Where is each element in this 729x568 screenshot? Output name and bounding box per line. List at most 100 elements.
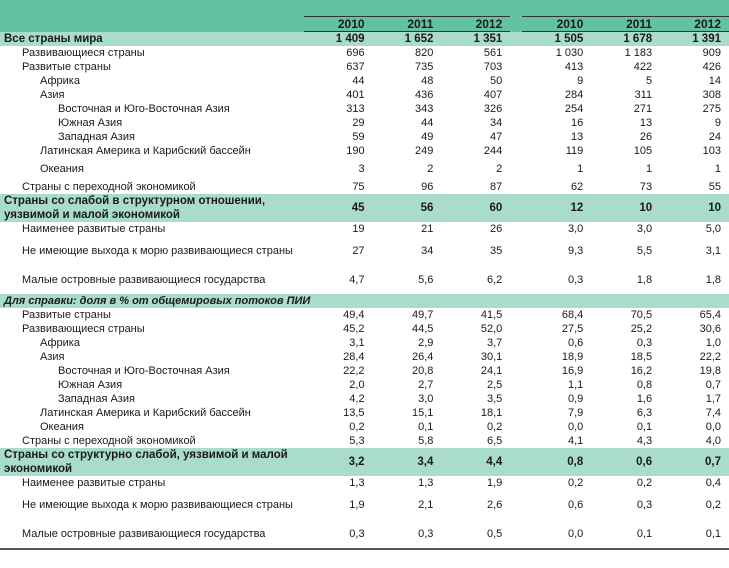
row-label: Африка [40,337,80,349]
table-row: Страны с переходной экономикой 5,3 5,8 6,5 4… [0,434,729,448]
row-label: Латинская Америка и Карибский бассейн [40,407,251,419]
year-header: 2010 [303,16,373,32]
row-label: Развитые страны [22,61,111,73]
cell-value: 1 351 [441,31,511,46]
table-row: Азия 401 436 407 284 311 308 [0,88,729,102]
row-label: Западная Азия [58,131,135,143]
cell-value: 3,5 [486,393,503,405]
cell-value: 275 [702,103,721,115]
cell-value: 820 [415,47,434,59]
row-label: Страны со структурно слабой, уязвимой и … [0,448,304,476]
cell-value: 52,0 [480,323,503,335]
cell-value: 0,2 [486,421,503,433]
cell-value: 0,3 [372,519,442,550]
cell-value: 105 [633,145,653,157]
cell-value: 87 [490,181,503,193]
cell-value: 422 [633,61,653,73]
cell-value: 34 [421,244,434,257]
cell-value: 0,1 [418,421,434,433]
cell-value: 1 678 [591,31,661,46]
cell-value: 48 [421,75,434,87]
cell-value: 1,8 [705,273,721,286]
cell-value: 26 [639,131,653,143]
cell-value: 5,5 [636,244,653,257]
cell-value: 14 [708,75,721,87]
cell-value: 3,4 [372,448,442,476]
cell-value: 18,1 [480,407,503,419]
cell-value: 5,8 [418,435,434,447]
row-label: Страны с переходной экономикой [22,181,196,193]
cell-value: 16,9 [561,365,584,377]
cell-value: 0,2 [636,477,653,489]
cell-value: 2,7 [418,379,434,391]
cell-value: 5,6 [418,273,434,286]
cell-value: 45 [303,194,373,222]
cell-value: 1 652 [372,31,442,46]
cell-value: 1,1 [567,379,584,391]
row-label: Страны со слабой в структурном отношении… [0,194,304,222]
cell-value: 24,1 [480,365,503,377]
cell-value: 0,6 [591,448,661,476]
row-label: Малые островные развивающиеся государств… [0,519,304,550]
cell-value: 0,3 [303,519,373,550]
row-label: Западная Азия [58,393,135,405]
table-row: Западная Азия 4,2 3,0 3,5 0,9 1,6 1,7 [0,392,729,406]
cell-value: 22,2 [699,351,721,363]
cell-value: 16,2 [630,365,653,377]
cell-value: 1 [577,163,584,175]
row-label: Восточная и Юго-Восточная Азия [58,365,230,377]
cell-value: 10 [591,194,661,222]
cell-value: 1,6 [636,393,653,405]
cell-value: 1 409 [303,31,373,46]
cell-value: 244 [483,145,503,157]
cell-value: 55 [708,181,721,193]
table-row: Африка 3,1 2,9 3,7 0,6 0,3 1,0 [0,336,729,350]
cell-value: 10 [660,194,729,222]
cell-value: 22,2 [343,365,365,377]
cell-value: 343 [415,103,434,115]
cell-value: 49,4 [343,309,365,321]
row-label: Азия [40,89,65,101]
cell-value: 3,0 [636,223,653,235]
cell-value: 0,0 [705,421,721,433]
table-row: Малые островные развивающиеся государств… [0,265,729,294]
cell-value: 2 [496,163,503,175]
cell-value: 62 [571,181,584,193]
cell-value: 0,1 [636,421,653,433]
cell-value: 4,0 [705,435,721,447]
cell-value: 0,2 [567,477,584,489]
table-row: Развитые страны 637 735 703 413 422 426 [0,60,729,74]
cell-value: 3 [358,163,365,175]
cell-value: 1 183 [624,47,653,59]
table-row: Западная Азия 59 49 47 13 26 24 [0,130,729,144]
cell-value: 49,7 [411,309,434,321]
cell-value: 703 [483,61,503,73]
cell-value: 65,4 [699,309,721,321]
table-row: Страны с переходной экономикой 75 96 87 62 73… [0,180,729,194]
cell-value: 26 [490,223,503,235]
cell-value: 190 [346,145,365,157]
cell-value: 637 [346,61,365,73]
table-row: Не имеющие выхода к морю развивающиеся с… [0,236,729,265]
cell-value: 0,2 [705,498,721,511]
cell-value: 1 391 [660,31,729,46]
table-row: Развитые страны 49,4 49,7 41,5 68,4 70,5 65,4 [0,308,729,322]
cell-value: 18,5 [630,351,653,363]
cell-value: 30,6 [699,323,721,335]
cell-value: 1,0 [705,337,721,349]
cell-value: 41,5 [480,309,503,321]
cell-value: 13 [639,117,653,129]
cell-value: 1 [714,163,721,175]
cell-value: 0,3 [636,337,653,349]
cell-value: 9,3 [567,244,584,257]
row-label: Все страны мира [0,31,304,46]
cell-value: 49 [421,131,434,143]
cell-value: 0,7 [660,448,729,476]
cell-value: 0,8 [636,379,653,391]
row-label: Развивающиеся страны [22,323,145,335]
cell-value: 1 [645,163,653,175]
cell-value: 696 [346,47,365,59]
cell-value: 28,4 [343,351,365,363]
cell-value: 119 [565,145,584,157]
table-row: Страны со структурно слабой, уязвимой и … [0,448,729,476]
